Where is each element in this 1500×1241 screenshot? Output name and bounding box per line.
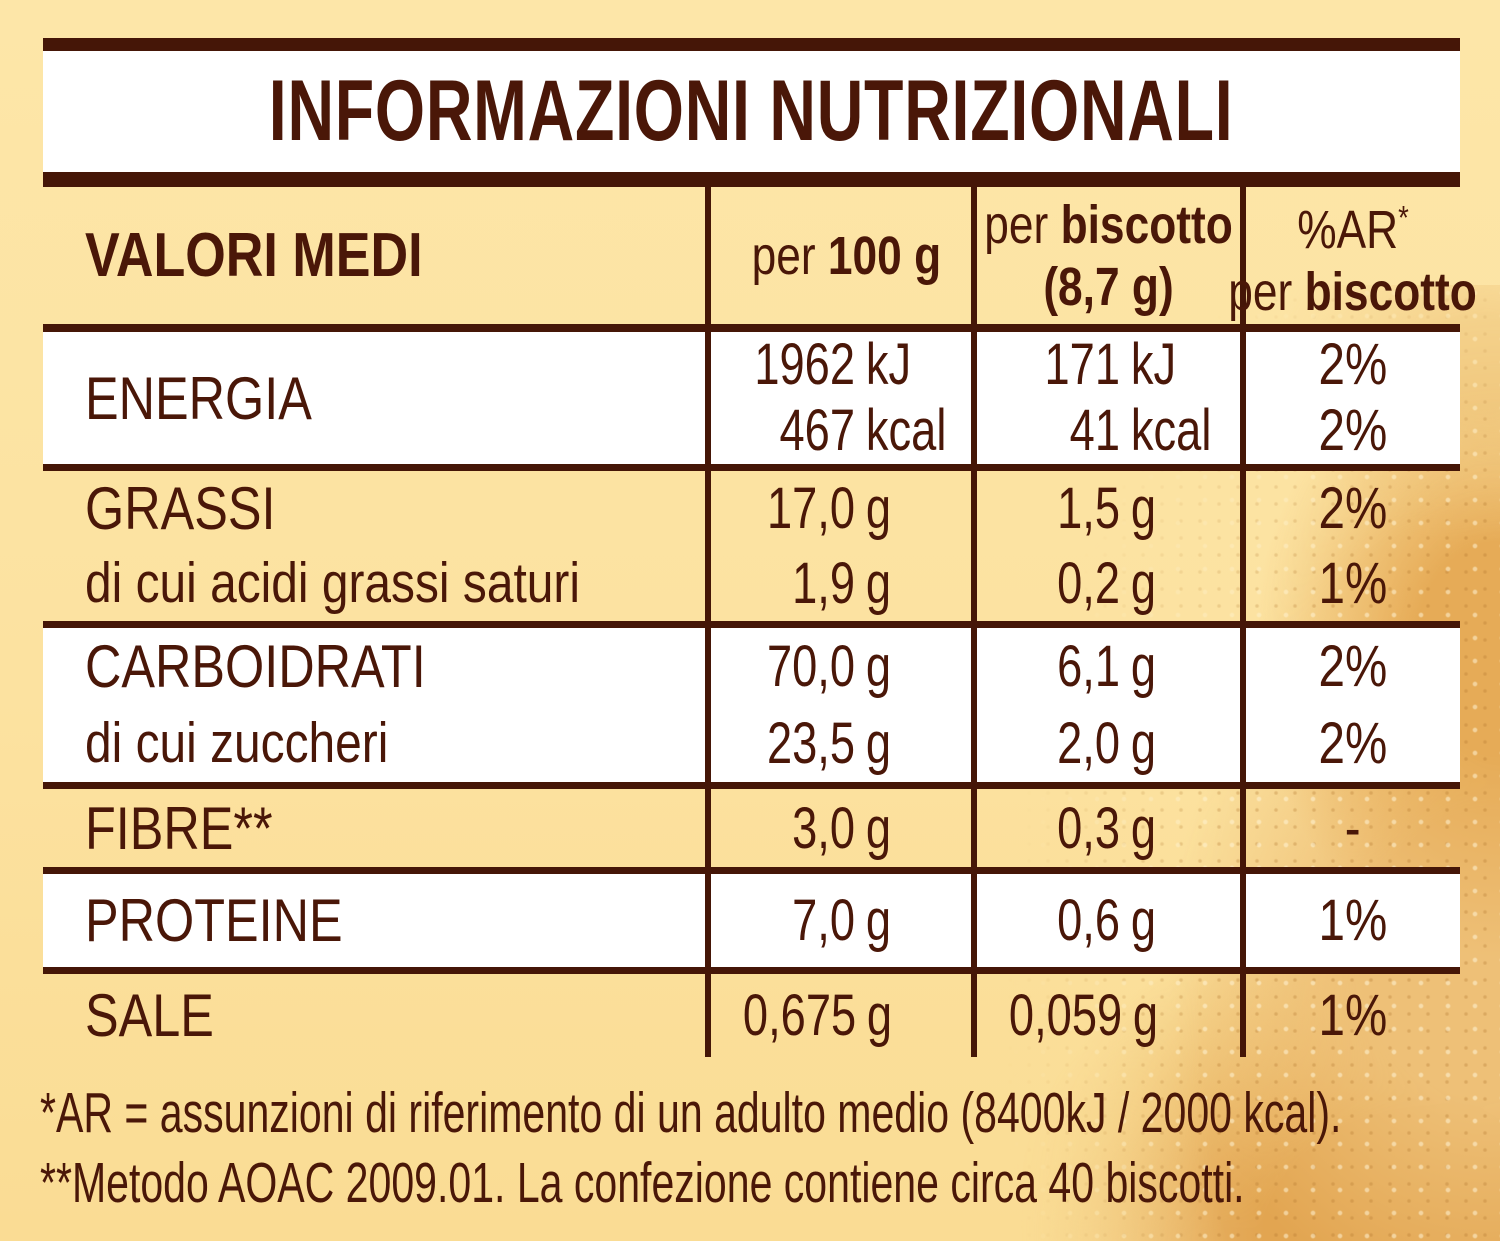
carboidrati-label: CARBOIDRATI — [85, 633, 426, 700]
percent-ar-per: per — [1228, 262, 1306, 322]
row-proteine: PROTEINE 7,0 g 0,6 g 1% — [43, 874, 1460, 974]
percent-ar-biscotto: biscotto — [1305, 262, 1478, 322]
proteine-label: PROTEINE — [85, 887, 343, 954]
header-row: VALORI MEDI per 100 g per biscotto (8,7 … — [43, 187, 1477, 332]
percent-ar-label: %AR — [1297, 200, 1399, 260]
nutrition-table: INFORMAZIONI NUTRIZIONALI VALORI MEDI pe… — [43, 38, 1477, 1057]
grassi-sublabel: di cui acidi grassi saturi — [85, 551, 580, 615]
energia-label: ENERGIA — [85, 364, 312, 432]
energia-label-cell: ENERGIA — [43, 332, 705, 464]
per-100g-bold: 100 g — [827, 225, 941, 286]
fibre-ar-cell: - — [1240, 789, 1460, 867]
fibre-label: FIBRE** — [85, 794, 273, 862]
proteine-biscotto-cell: 0,6 g — [971, 874, 1240, 967]
top-border-bar — [43, 38, 1460, 51]
grassi-label-cell: GRASSI di cui acidi grassi saturi — [43, 471, 705, 621]
energia-ar-cell: 2% 2% — [1240, 332, 1460, 464]
row-grassi: GRASSI di cui acidi grassi saturi 17,0 g … — [43, 471, 1460, 628]
row-fibre: FIBRE** 3,0 g 0,3 g - — [43, 789, 1460, 874]
grassi-per100-cell: 17,0 g 1,9 g — [705, 471, 971, 621]
energia-per100-cell: 1962 kJ 467 kcal — [705, 332, 971, 464]
header-per-100g: per 100 g — [705, 187, 971, 324]
fibre-label-cell: FIBRE** — [43, 789, 705, 867]
per-100g-prefix: per — [751, 225, 828, 286]
sale-label: SALE — [85, 982, 214, 1049]
header-row-label: VALORI MEDI — [85, 221, 423, 290]
header-per-biscotto: per biscotto (8,7 g) — [971, 187, 1240, 324]
carboidrati-biscotto-cell: 6,1 g 2,0 g — [971, 628, 1240, 782]
footnotes: *AR = assunzioni di riferimento di un ad… — [40, 1078, 1500, 1218]
per-biscotto-weight: (8,7 g) — [1043, 256, 1174, 317]
proteine-per100-cell: 7,0 g — [705, 874, 971, 967]
energia-biscotto-cell: 171 kJ 41 kcal — [971, 332, 1240, 464]
sale-per100-cell: 0,675 g — [705, 974, 971, 1057]
carboidrati-sublabel: di cui zuccheri — [85, 711, 389, 775]
row-energia: ENERGIA 1962 kJ 467 kcal 171 kJ 41 kcal 2% 2… — [43, 332, 1460, 471]
footnote-ar: *AR = assunzioni di riferimento di un ad… — [40, 1081, 1342, 1145]
table-title-box: INFORMAZIONI NUTRIZIONALI — [43, 51, 1460, 172]
fibre-biscotto-cell: 0,3 g — [971, 789, 1240, 867]
carboidrati-per100-cell: 70,0 g 23,5 g — [705, 628, 971, 782]
carboidrati-label-cell: CARBOIDRATI di cui zuccheri — [43, 628, 705, 782]
percent-ar-asterisk: * — [1398, 200, 1409, 237]
carboidrati-ar-cell: 2% 2% — [1240, 628, 1460, 782]
grassi-ar-cell: 2% 1% — [1240, 471, 1460, 621]
fibre-per100-cell: 3,0 g — [705, 789, 971, 867]
footnote-metodo: **Metodo AOAC 2009.01. La confezione con… — [40, 1151, 1245, 1215]
grassi-biscotto-cell: 1,5 g 0,2 g — [971, 471, 1240, 621]
grassi-label: GRASSI — [85, 475, 276, 542]
per-biscotto-bold: biscotto — [1060, 194, 1233, 255]
row-carboidrati: CARBOIDRATI di cui zuccheri 70,0 g 23,5 g … — [43, 628, 1460, 789]
proteine-label-cell: PROTEINE — [43, 874, 705, 967]
header-valori-medi: VALORI MEDI — [43, 187, 705, 324]
per-biscotto-prefix: per — [984, 194, 1061, 255]
title-bottom-bar — [43, 172, 1460, 187]
proteine-ar-cell: 1% — [1240, 874, 1460, 967]
row-sale: SALE 0,675 g 0,059 g 1% — [43, 974, 1460, 1057]
sale-biscotto-cell: 0,059 g — [971, 974, 1240, 1057]
header-percent-ar: %AR* per biscotto — [1229, 187, 1477, 324]
table-title: INFORMAZIONI NUTRIZIONALI — [269, 63, 1234, 159]
sale-label-cell: SALE — [43, 974, 705, 1057]
sale-ar-cell: 1% — [1240, 974, 1460, 1057]
